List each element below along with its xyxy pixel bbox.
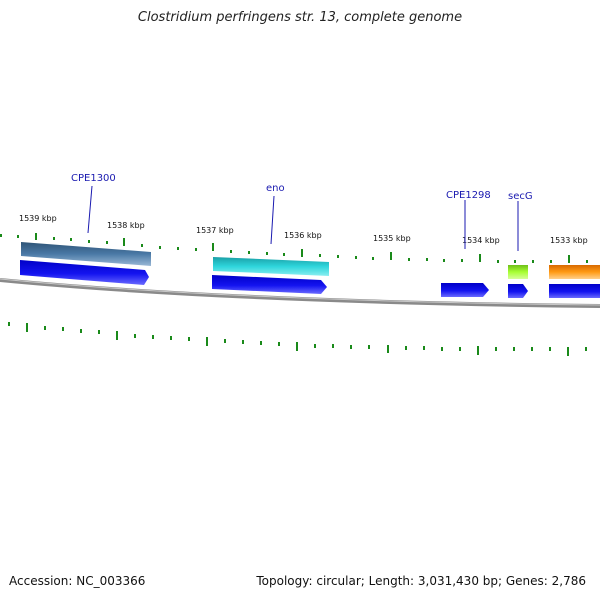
tick-label: 1534 kbp: [462, 236, 500, 245]
cds-feature-cpe1298[interactable]: [441, 283, 489, 297]
genome-summary: Topology: circular; Length: 3,031,430 bp…: [256, 574, 586, 588]
gene-label-cpe1300: CPE1300: [71, 173, 116, 184]
tick-label: 1538 kbp: [107, 221, 145, 230]
tick-label: 1537 kbp: [196, 226, 234, 235]
genome-backbone: [0, 278, 600, 308]
genome-backbone-highlight: [0, 278, 600, 306]
tick-label: 1536 kbp: [284, 231, 322, 240]
cds-feature-eno[interactable]: [212, 275, 327, 294]
leader-line: [87, 185, 93, 234]
label-leaders: [87, 185, 519, 251]
cds-track: [20, 260, 600, 298]
gene-label-eno: eno: [266, 183, 285, 194]
tick-label: 1535 kbp: [373, 234, 411, 243]
cds-feature-partial[interactable]: [549, 284, 600, 298]
gene-feature-partial[interactable]: [549, 265, 600, 279]
cds-feature-cpe1300[interactable]: [20, 260, 149, 285]
gene-feature-secg[interactable]: [508, 265, 528, 279]
lower-tick-row: [8, 322, 587, 356]
gene-feature-cpe1300[interactable]: [21, 242, 151, 266]
upper-tick-row: [0, 233, 588, 263]
leader-line: [270, 195, 275, 245]
gene-label-secg: secG: [508, 191, 533, 202]
gene-feature-eno[interactable]: [213, 257, 329, 276]
cds-feature-secg[interactable]: [508, 284, 528, 298]
accession-label: Accession: NC_003366: [9, 574, 146, 588]
gene-label-cpe1298: CPE1298: [446, 190, 491, 201]
map-title: Clostridium perfringens str. 13, complet…: [137, 10, 463, 25]
tick-label: 1539 kbp: [19, 214, 57, 223]
tick-label: 1533 kbp: [550, 236, 588, 245]
gene-track: [21, 242, 600, 279]
